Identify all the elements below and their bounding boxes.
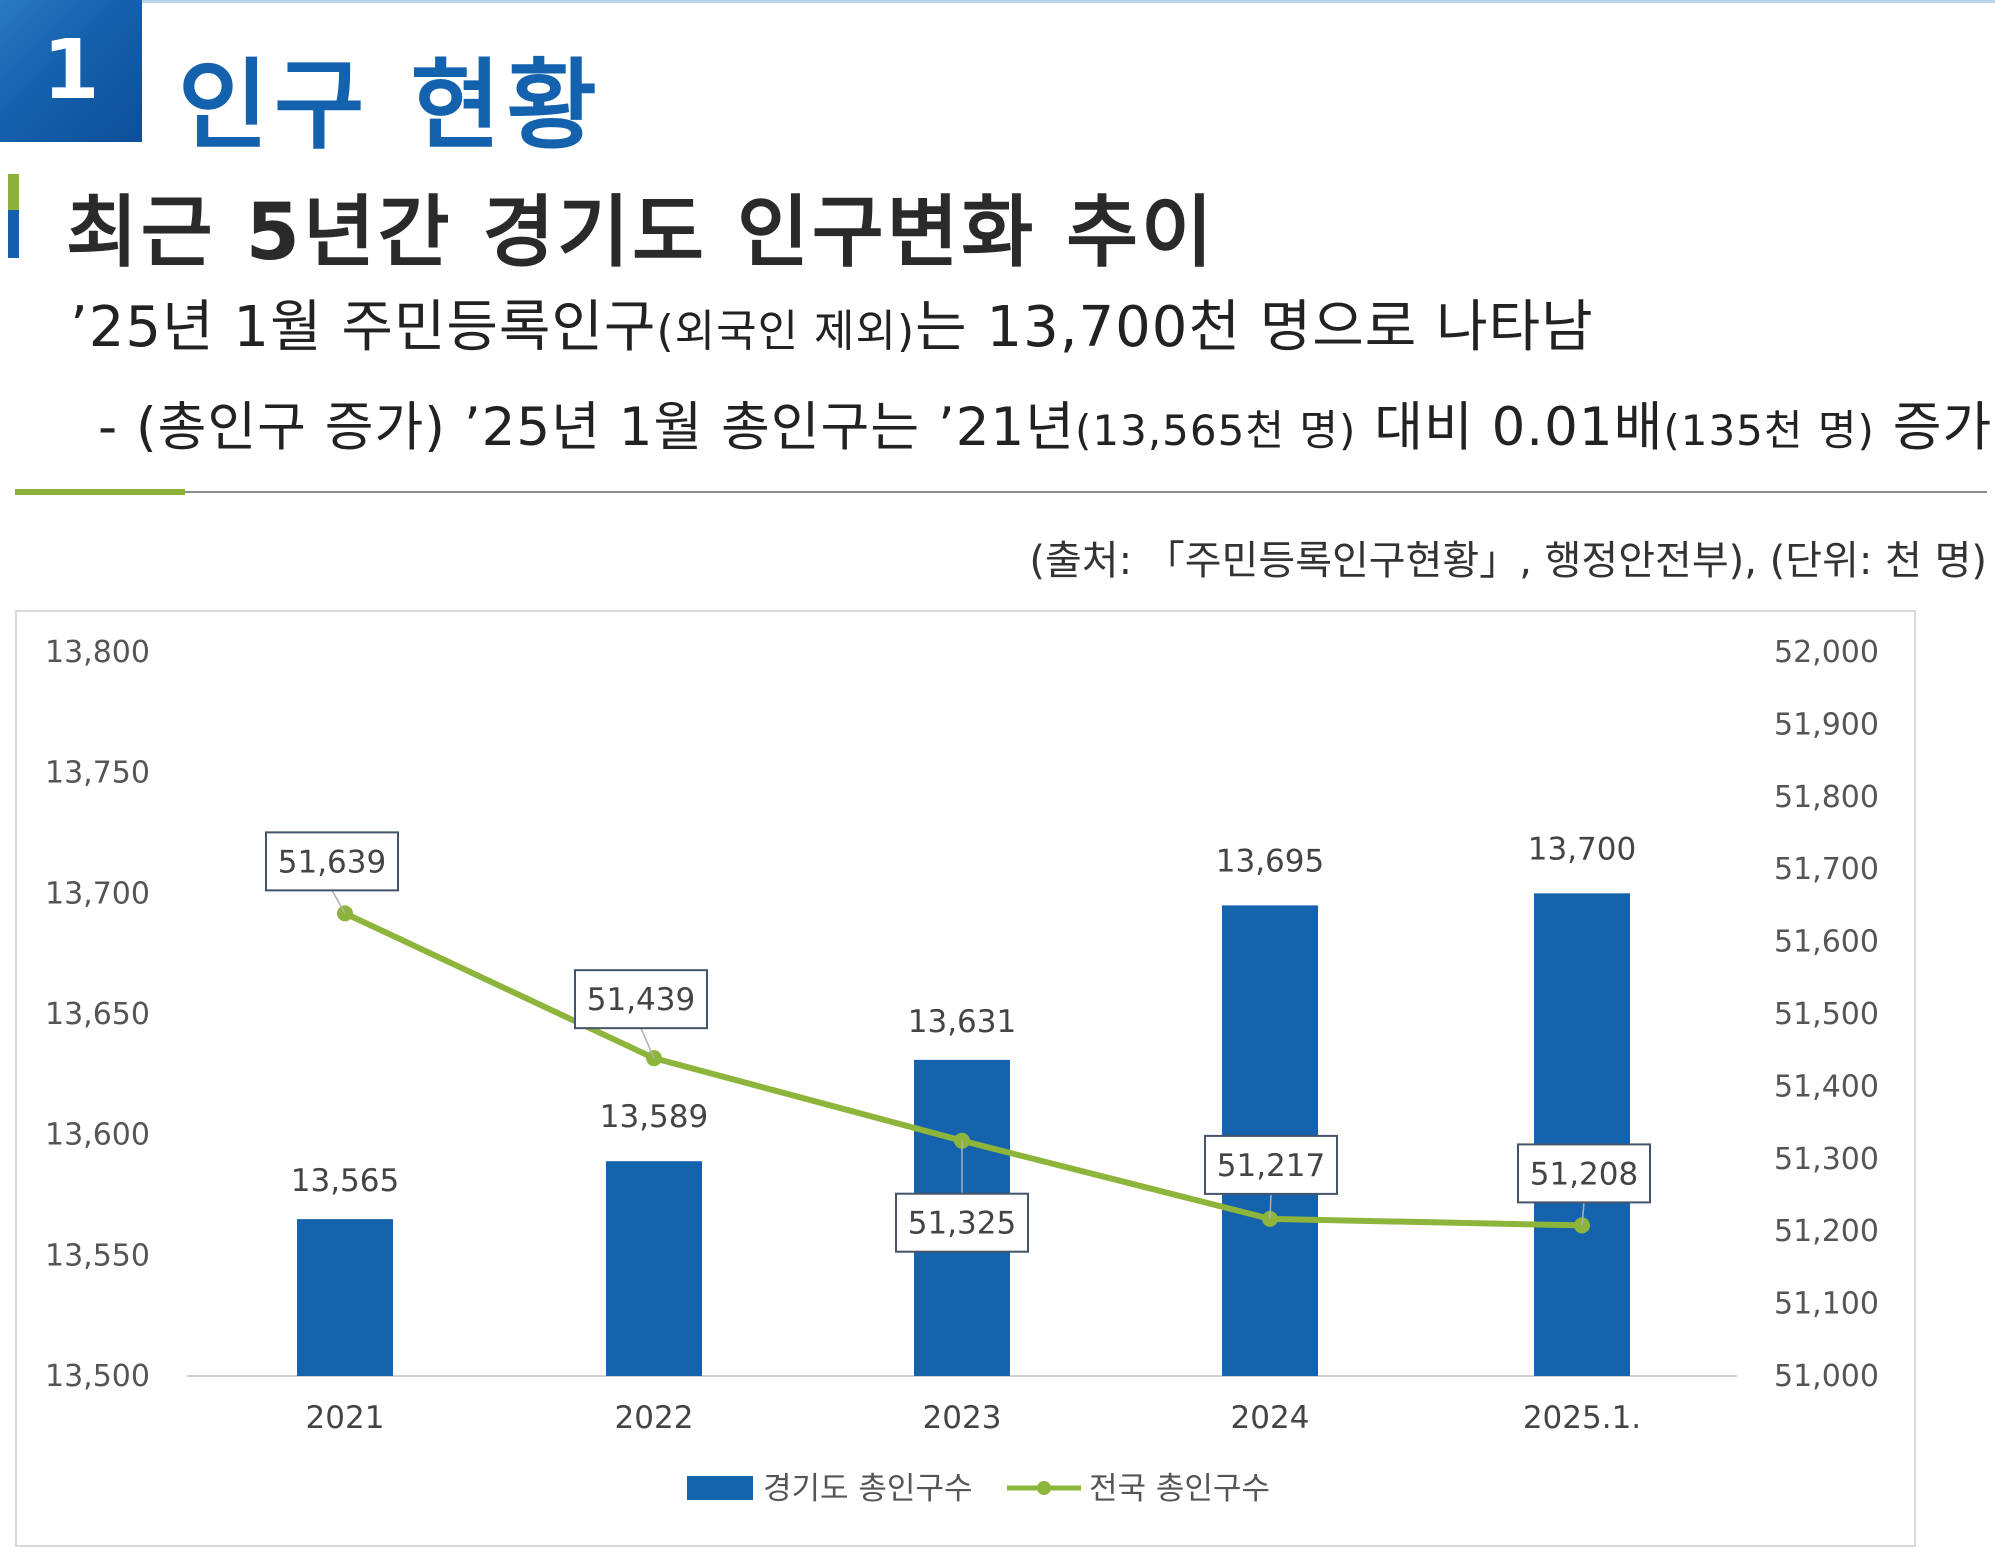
left-axis-tick-label: 13,550 xyxy=(45,1238,150,1273)
line-value-label: 51,639 xyxy=(278,844,386,880)
line-label-box xyxy=(265,831,399,892)
category-label: 2024 xyxy=(1231,1400,1310,1436)
bar-value-label: 13,631 xyxy=(908,1004,1016,1040)
detail-line: - (총인구 증가) ’25년 1월 총인구는 ’21년(13,565천 명) … xyxy=(98,385,1995,461)
divider-line xyxy=(15,491,1987,493)
right-axis-tick-label: 51,000 xyxy=(1774,1359,1879,1394)
detail-text-a: - (총인구 증가) ’25년 1월 총인구는 ’21년 xyxy=(98,397,1075,458)
right-axis-tick-label: 51,500 xyxy=(1774,997,1879,1032)
detail-note-b: (135천 명) xyxy=(1663,406,1875,455)
right-axis-tick-label: 51,600 xyxy=(1774,925,1879,960)
line-marker xyxy=(1262,1210,1278,1227)
line-label-box xyxy=(895,1192,1029,1253)
bar-2021 xyxy=(297,1219,393,1376)
detail-text-c: 증가 xyxy=(1874,397,1993,458)
subtitle-accent-green xyxy=(8,174,19,210)
bar-2025.1. xyxy=(1534,893,1630,1376)
category-label: 2022 xyxy=(615,1400,694,1436)
left-axis-tick-label: 13,750 xyxy=(45,756,150,791)
line-value-label: 51,325 xyxy=(908,1206,1016,1242)
right-axis-tick-label: 51,400 xyxy=(1774,1069,1879,1104)
bar-value-label: 13,565 xyxy=(291,1163,399,1199)
subtitle: 최근 5년간 경기도 인구변화 추이 xyxy=(66,188,1216,278)
left-axis-tick-label: 13,600 xyxy=(45,1118,150,1153)
divider-accent xyxy=(15,489,185,495)
summary-text-b: 는 13,700천 명으로 나타남 xyxy=(915,295,1594,360)
line-label-box xyxy=(1204,1134,1338,1195)
bar-2022 xyxy=(606,1161,702,1376)
summary-text-a: ’25년 1월 주민등록인구 xyxy=(70,295,657,360)
right-axis-tick-label: 51,300 xyxy=(1774,1142,1879,1177)
source-note: (출처: 「주민등록인구현황」, 행정안전부), (단위: 천 명) xyxy=(1029,538,1987,584)
left-axis-tick-label: 13,500 xyxy=(45,1359,150,1394)
right-axis-tick-label: 51,100 xyxy=(1774,1287,1879,1322)
line-marker xyxy=(954,1132,970,1149)
line-value-label: 51,208 xyxy=(1530,1156,1638,1192)
right-axis-tick-label: 51,900 xyxy=(1774,707,1879,742)
detail-note-a: (13,565천 명) xyxy=(1074,406,1357,455)
legend-label-bar: 경기도 총인구수 xyxy=(763,1471,973,1507)
chart-container: 13,500 13,550 13,600 13,650 13,700 13,750 13,8… xyxy=(15,610,1916,1547)
legend-label-line: 전국 총인구수 xyxy=(1089,1471,1270,1507)
label-leader-line xyxy=(640,1027,655,1059)
label-leader-line xyxy=(1581,1202,1585,1226)
right-axis-tick-label: 52,000 xyxy=(1774,635,1879,670)
category-label: 2023 xyxy=(923,1400,1002,1436)
right-axis-tick-label: 51,700 xyxy=(1774,852,1879,887)
section-title: 인구 현황 xyxy=(178,49,603,163)
right-axis-tick-label: 51,800 xyxy=(1774,780,1879,815)
population-chart: 13,500 13,550 13,600 13,650 13,700 13,750 13,8… xyxy=(45,635,1879,1507)
summary-line: ’25년 1월 주민등록인구(외국인 제외)는 13,700천 명으로 나타남 xyxy=(70,282,1594,363)
category-label: 2021 xyxy=(306,1400,385,1436)
detail-text-b: 대비 0.01배 xyxy=(1356,397,1664,458)
line-label-box xyxy=(1517,1143,1651,1204)
line-value-label: 51,439 xyxy=(587,982,695,1018)
line-value-label: 51,217 xyxy=(1217,1148,1325,1184)
bar-value-label: 13,700 xyxy=(1528,831,1636,867)
legend-swatch-marker xyxy=(1037,1481,1051,1495)
summary-note: (외국인 제외) xyxy=(656,306,916,357)
bar-value-label: 13,589 xyxy=(600,1099,708,1135)
left-axis-tick-label: 13,700 xyxy=(45,876,150,911)
line-marker xyxy=(646,1050,662,1067)
bar-value-label: 13,695 xyxy=(1216,843,1324,879)
left-axis-tick-label: 13,650 xyxy=(45,997,150,1032)
category-label: 2025.1. xyxy=(1523,1400,1641,1436)
top-border-line xyxy=(0,0,1995,3)
subtitle-accent-blue xyxy=(8,210,19,258)
right-axis-tick-label: 51,200 xyxy=(1774,1214,1879,1249)
label-leader-line xyxy=(1269,1193,1272,1219)
line-label-box xyxy=(574,969,708,1030)
label-leader-line xyxy=(331,889,346,914)
left-axis-tick-label: 13,800 xyxy=(45,635,150,670)
section-number-badge: 1 xyxy=(0,0,142,142)
legend-swatch-bar xyxy=(687,1476,753,1500)
